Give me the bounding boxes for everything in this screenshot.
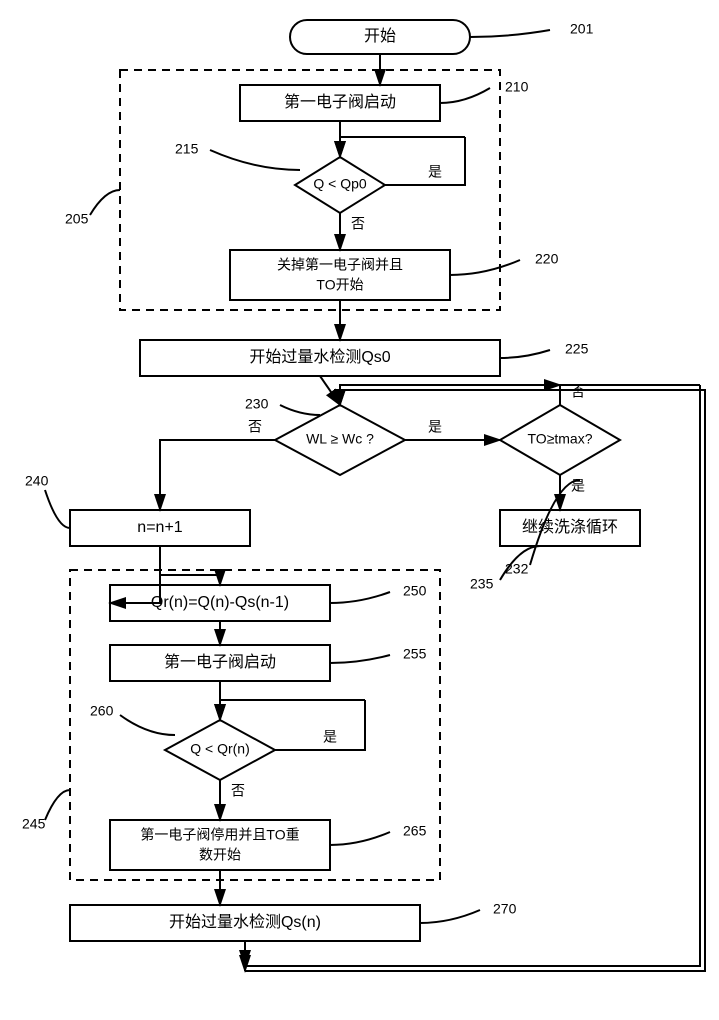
svg-text:n=n+1: n=n+1 (137, 519, 182, 536)
svg-text:250: 250 (403, 583, 427, 599)
svg-text:第一电子阀启动: 第一电子阀启动 (164, 653, 276, 671)
svg-text:225: 225 (565, 341, 589, 357)
svg-text:270: 270 (493, 901, 517, 917)
svg-text:否: 否 (231, 783, 245, 799)
svg-text:WL ≥ Wc ?: WL ≥ Wc ? (306, 431, 374, 447)
svg-text:是: 是 (323, 729, 337, 745)
svg-text:否: 否 (351, 216, 365, 232)
svg-text:265: 265 (403, 823, 427, 839)
svg-text:开始: 开始 (364, 27, 396, 45)
svg-text:Q < Qr(n): Q < Qr(n) (190, 741, 250, 757)
svg-text:205: 205 (65, 211, 89, 227)
svg-text:220: 220 (535, 251, 559, 267)
svg-text:否: 否 (248, 419, 262, 435)
svg-text:是: 是 (428, 419, 442, 435)
svg-text:Q < Qp0: Q < Qp0 (313, 176, 367, 192)
svg-text:是: 是 (428, 164, 442, 180)
svg-text:关掉第一电子阀并且: 关掉第一电子阀并且 (277, 257, 403, 273)
svg-text:235: 235 (470, 576, 494, 592)
svg-text:255: 255 (403, 646, 427, 662)
svg-text:230: 230 (245, 396, 269, 412)
svg-text:210: 210 (505, 79, 529, 95)
svg-text:第一电子阀停用并且TO重: 第一电子阀停用并且TO重 (140, 827, 299, 843)
svg-text:TO开始: TO开始 (316, 277, 363, 293)
svg-text:201: 201 (570, 21, 594, 37)
svg-text:245: 245 (22, 816, 46, 832)
svg-text:否: 否 (571, 384, 585, 400)
svg-text:215: 215 (175, 141, 199, 157)
svg-text:240: 240 (25, 473, 49, 489)
svg-text:TO≥tmax?: TO≥tmax? (528, 431, 593, 447)
svg-text:继续洗涤循环: 继续洗涤循环 (522, 518, 618, 536)
svg-text:开始过量水检测Qs0: 开始过量水检测Qs0 (249, 348, 390, 366)
svg-text:开始过量水检测Qs(n): 开始过量水检测Qs(n) (169, 913, 321, 931)
svg-text:是: 是 (571, 478, 585, 494)
svg-text:数开始: 数开始 (199, 847, 241, 863)
svg-text:Qr(n)=Q(n)-Qs(n-1): Qr(n)=Q(n)-Qs(n-1) (151, 594, 289, 611)
svg-text:260: 260 (90, 703, 114, 719)
svg-text:第一电子阀启动: 第一电子阀启动 (284, 93, 396, 111)
